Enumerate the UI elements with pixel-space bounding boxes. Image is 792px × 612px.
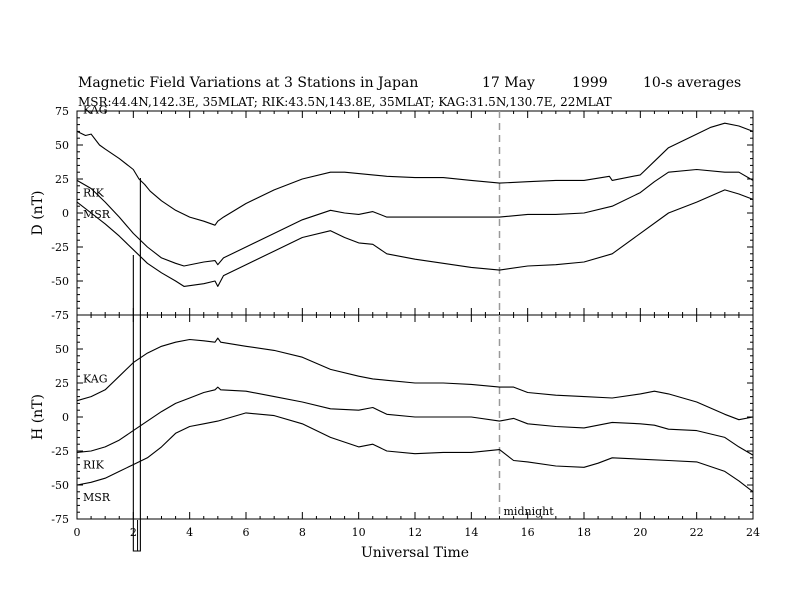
- x-tick-label: 4: [186, 526, 193, 539]
- y-tick-label: -75: [51, 309, 69, 322]
- y-tick-label: 75: [55, 105, 69, 118]
- midnight-annotation: midnight: [504, 505, 555, 518]
- chart-averaging: 10-s averages: [643, 75, 741, 91]
- y-tick-label: 25: [55, 173, 69, 186]
- x-tick-label: 18: [577, 526, 591, 539]
- series-label-kag: KAG: [83, 103, 108, 116]
- series-line-kag: [76, 122, 754, 226]
- x-tick-label: 20: [633, 526, 647, 539]
- x-tick-label: 0: [74, 526, 81, 539]
- y-tick-label: 0: [62, 411, 69, 424]
- series-line-msr: [76, 412, 754, 493]
- series-line-msr: [76, 189, 754, 287]
- y-axis-label: H (nT): [30, 394, 46, 440]
- y-tick-label: 50: [55, 343, 69, 356]
- x-axis-label: Universal Time: [361, 545, 469, 561]
- y-tick-label: 0: [62, 207, 69, 220]
- series-label-msr: MSR: [83, 491, 111, 504]
- x-tick-label: 24: [746, 526, 760, 539]
- top-plot-frame: [76, 110, 754, 316]
- x-tick-label: 12: [408, 526, 422, 539]
- series-line-kag: [76, 337, 754, 421]
- x-tick-label: 8: [299, 526, 306, 539]
- dropout-trace: [132, 178, 141, 552]
- d-component-panel: 75 50 25 0 -25 -50 -75 D (nT) KAG RIK MSR: [30, 103, 754, 322]
- y-tick-label: -75: [51, 513, 69, 526]
- series-label-msr: MSR: [83, 208, 111, 221]
- x-tick-label: 22: [690, 526, 704, 539]
- x-tick-label: 16: [521, 526, 535, 539]
- series-label-kag: KAG: [83, 373, 108, 386]
- x-tick-label: 6: [243, 526, 250, 539]
- x-tick-label: 10: [352, 526, 366, 539]
- chart-year: 1999: [572, 75, 608, 91]
- data-dropout-artifact: [132, 178, 141, 552]
- chart-title: Magnetic Field Variations at 3 Stations …: [78, 75, 418, 91]
- y-tick-label: -25: [51, 241, 69, 254]
- y-tick-label: -50: [51, 275, 69, 288]
- y-axis-label: D (nT): [30, 191, 46, 236]
- chart-date: 17 May: [482, 75, 535, 91]
- series-label-rik: RIK: [83, 458, 105, 471]
- y-tick-label: 50: [55, 139, 69, 152]
- y-tick-label: 25: [55, 377, 69, 390]
- station-coordinates: MSR:44.4N,142.3E, 35MLAT; RIK:43.5N,143.…: [78, 95, 612, 109]
- x-tick-label: 14: [464, 526, 478, 539]
- series-line-rik: [76, 386, 754, 456]
- y-tick-label: -25: [51, 445, 69, 458]
- series-label-rik: RIK: [83, 186, 105, 199]
- series-line-rik: [76, 168, 754, 267]
- y-tick-label: -50: [51, 479, 69, 492]
- header: Magnetic Field Variations at 3 Stations …: [78, 75, 741, 109]
